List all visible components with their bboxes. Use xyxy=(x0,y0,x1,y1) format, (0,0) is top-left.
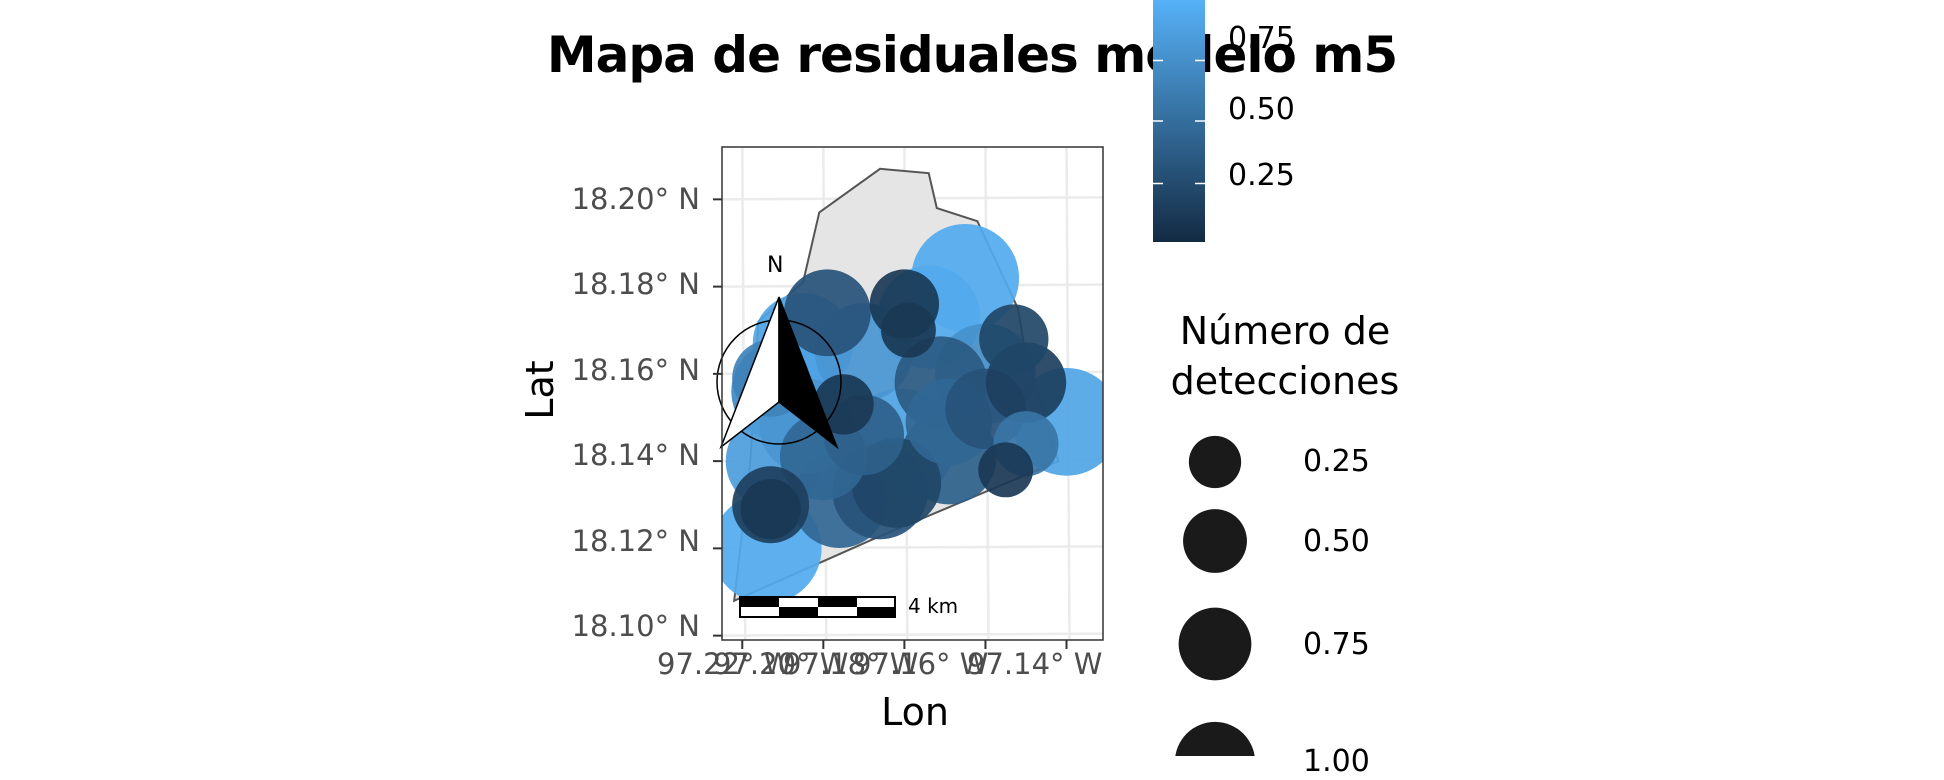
axis-ticks xyxy=(713,198,1068,649)
color-legend-label: 0.75 xyxy=(1228,21,1295,56)
north-arrow xyxy=(716,296,842,450)
residual-point xyxy=(784,269,871,357)
map-plot xyxy=(713,0,1255,756)
scale-bar xyxy=(739,596,896,618)
size-legend-keys xyxy=(1175,435,1255,756)
x-tick-label: 97.22° W xyxy=(657,647,793,681)
map-title: Mapa de residuales modelo m5 xyxy=(546,26,1398,84)
x-tick-label: 97.14° W xyxy=(967,647,1103,681)
residual-point xyxy=(881,302,936,358)
size-legend-label: 1.00 xyxy=(1303,744,1370,779)
y-axis-title: Lat xyxy=(518,360,562,420)
y-tick-label: 18.16° N xyxy=(571,353,700,387)
y-tick-label: 18.20° N xyxy=(571,182,700,216)
x-tick-label: 97.20° W xyxy=(713,647,849,681)
size-legend-title: Número de detecciones xyxy=(1170,309,1400,403)
x-tick-label: 97.18° W xyxy=(783,647,919,681)
color-bar-ticks xyxy=(1153,59,1205,185)
x-axis-title: Lon xyxy=(881,690,949,734)
scale-bar-label: 4 km xyxy=(908,594,959,618)
residual-point xyxy=(979,304,1049,374)
map-panel-border xyxy=(721,146,1104,641)
size-legend-key xyxy=(1188,435,1242,489)
y-tick-label: 18.14° N xyxy=(571,438,700,472)
color-legend-label: 0.25 xyxy=(1228,158,1295,193)
residual-point xyxy=(978,442,1034,498)
y-tick-label: 18.10° N xyxy=(571,609,700,643)
north-arrow-label: N xyxy=(767,253,784,278)
size-legend-key xyxy=(1175,721,1255,756)
size-legend-key xyxy=(1183,509,1247,573)
y-tick-label: 18.12° N xyxy=(571,524,700,558)
residual-point xyxy=(740,478,801,540)
color-legend-label: 0.50 xyxy=(1228,92,1295,127)
residual-points xyxy=(722,224,1103,604)
y-tick-label: 18.18° N xyxy=(571,267,700,301)
size-legend-label: 0.25 xyxy=(1303,444,1370,479)
size-legend-label: 0.50 xyxy=(1303,524,1370,559)
grid-line-lat xyxy=(722,632,1103,637)
size-legend-label: 0.75 xyxy=(1303,627,1370,662)
x-tick-label: 97.16° W xyxy=(853,647,989,681)
size-legend-key xyxy=(1178,607,1252,681)
